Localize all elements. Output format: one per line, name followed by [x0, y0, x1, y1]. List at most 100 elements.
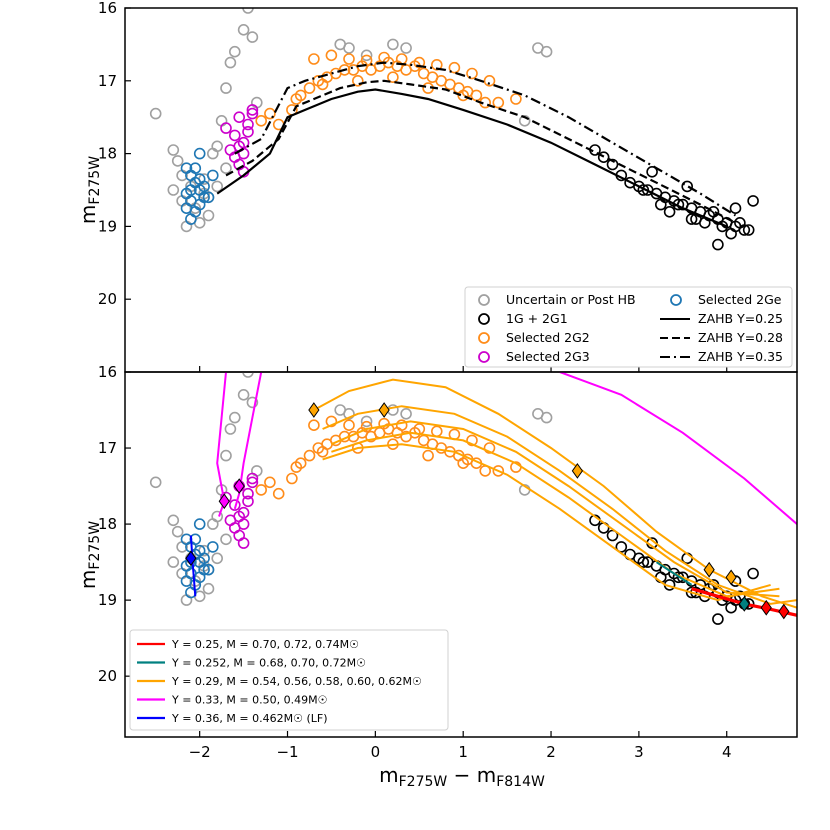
legend-label: Y = 0.33, M = 0.50, 0.49M☉: [171, 694, 327, 707]
top-point: [211, 180, 223, 193]
top-legend-box: [464, 286, 793, 368]
top-point: [246, 31, 259, 43]
bottom-point: [242, 372, 254, 378]
top-point: [316, 78, 329, 91]
top-point: [685, 213, 698, 225]
x-tick-label: −2: [189, 743, 211, 761]
top-point: [167, 144, 180, 156]
bottom-point: [167, 514, 180, 527]
top-point: [457, 89, 470, 102]
bottom-point: [308, 419, 320, 432]
top-point: [597, 151, 610, 163]
y-tick-label: 17: [98, 72, 117, 90]
legend-marker: [478, 313, 490, 325]
bottom-point: [466, 434, 478, 447]
bottom-point: [207, 541, 219, 553]
top-point: [707, 206, 720, 218]
top-point: [654, 198, 667, 211]
evolution-track: [559, 372, 797, 525]
track-endpoint-diamond: [725, 569, 737, 586]
bottom-point: [316, 445, 329, 458]
track-endpoint-diamond: [738, 596, 750, 612]
track-endpoint-diamond: [308, 402, 320, 418]
bottom-panel-frame: [124, 371, 798, 738]
zahb-line: [225, 79, 737, 224]
legend-label: Selected 2Ge: [698, 292, 782, 307]
bottom-point: [180, 560, 193, 572]
y-tick-label: 20: [98, 290, 117, 308]
top-point: [255, 115, 268, 127]
top-point: [466, 67, 478, 80]
top-point: [242, 8, 254, 14]
top-point: [220, 122, 232, 134]
bottom-point: [685, 586, 698, 599]
top-point: [264, 107, 276, 120]
top-point: [224, 144, 237, 156]
x-tick-label: 0: [371, 743, 381, 761]
bottom-point: [242, 495, 254, 508]
bottom-point: [229, 411, 241, 424]
bottom-point: [343, 419, 355, 432]
top-point: [202, 209, 215, 222]
bottom-point: [303, 449, 316, 462]
bottom-point: [224, 423, 237, 435]
top-point: [237, 23, 250, 36]
evolution-track: [233, 372, 263, 510]
top-point: [202, 191, 215, 204]
top-point: [540, 45, 553, 58]
bottom-point: [224, 514, 237, 527]
x-tick-label: −1: [276, 743, 298, 761]
track-endpoint-diamond: [218, 493, 230, 510]
top-point: [229, 45, 241, 58]
zahb-line: [216, 88, 728, 228]
top-point: [343, 42, 355, 54]
bottom-point: [457, 457, 470, 470]
top-point: [308, 53, 320, 65]
top-point: [400, 42, 412, 54]
top-y-ticks: 16 17 18 19 20: [98, 0, 728, 372]
track-endpoint-diamond: [760, 599, 772, 616]
x-tick-label: 2: [546, 743, 556, 761]
top-point: [510, 93, 522, 105]
y-tick-label: 16: [98, 0, 117, 17]
bottom-point: [237, 506, 250, 519]
legend-label: Uncertain or Post HB: [506, 292, 636, 307]
top-point: [742, 224, 755, 236]
bottom-marks: [149, 372, 797, 625]
top-point: [360, 54, 373, 67]
legend-label: Selected 2G3: [506, 349, 590, 364]
bottom-point: [483, 442, 496, 454]
bottom-point: [606, 529, 619, 542]
top-point: [149, 107, 162, 120]
legend-label: Y = 0.25, M = 0.70, 0.72, 0.74M☉: [171, 638, 359, 651]
top-point: [211, 140, 223, 153]
bottom-point: [325, 415, 338, 428]
top-point: [224, 56, 237, 69]
legend-marker: [670, 294, 682, 306]
legend-marker: [478, 332, 490, 344]
bottom-point: [211, 510, 223, 523]
top-point: [351, 75, 364, 87]
bottom-point: [246, 472, 259, 485]
top-point: [725, 227, 737, 240]
bottom-point: [149, 476, 162, 489]
top-point: [448, 61, 461, 74]
top-point: [646, 166, 658, 178]
evolution-track: [331, 431, 780, 598]
top-point: [290, 93, 303, 105]
bottom-point: [220, 533, 232, 546]
y-tick-label: 20: [98, 667, 117, 685]
legend-marker: [478, 294, 490, 306]
x-tick-label: 3: [634, 743, 644, 761]
bottom-point: [237, 537, 250, 549]
y-tick-label: 19: [98, 591, 117, 609]
top-point: [325, 49, 338, 62]
track-endpoint-diamond: [703, 561, 715, 578]
bottom-point: [540, 411, 553, 424]
top-point: [233, 111, 245, 123]
track-endpoint-diamond: [185, 550, 197, 567]
top-point: [413, 56, 426, 69]
x-tick-label: 4: [722, 743, 732, 761]
